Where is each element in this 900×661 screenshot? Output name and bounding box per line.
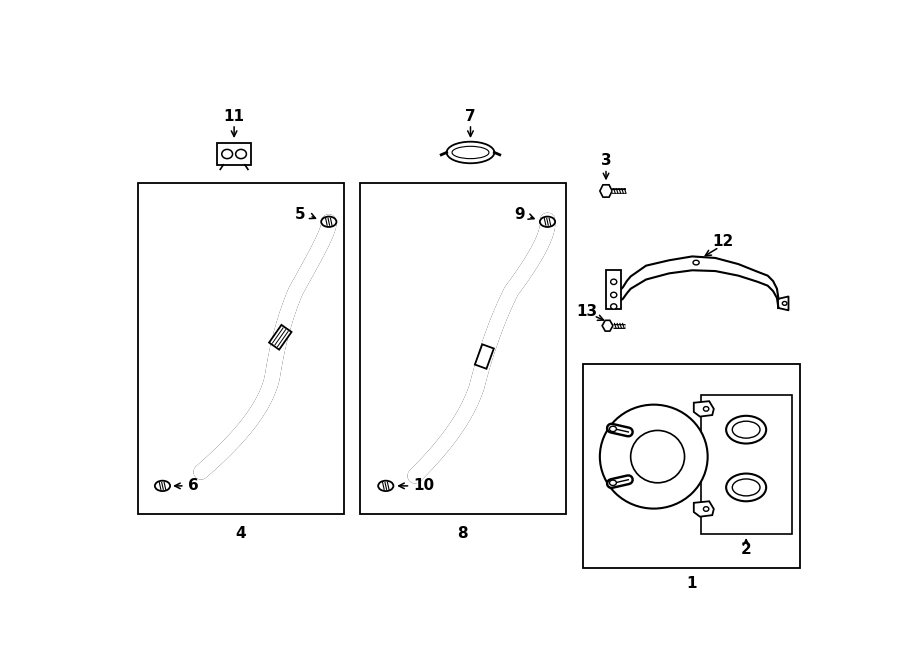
Text: 1: 1 bbox=[686, 576, 697, 591]
Polygon shape bbox=[599, 185, 612, 197]
Text: 12: 12 bbox=[713, 233, 734, 249]
Ellipse shape bbox=[693, 260, 699, 265]
Ellipse shape bbox=[236, 149, 247, 159]
Ellipse shape bbox=[733, 421, 760, 438]
Ellipse shape bbox=[610, 292, 616, 297]
Ellipse shape bbox=[446, 141, 494, 163]
Text: 11: 11 bbox=[223, 109, 245, 124]
Text: 10: 10 bbox=[413, 479, 435, 493]
Ellipse shape bbox=[782, 301, 787, 305]
FancyBboxPatch shape bbox=[269, 325, 292, 350]
Ellipse shape bbox=[704, 507, 709, 512]
Bar bbox=[360, 183, 566, 514]
Text: 7: 7 bbox=[465, 109, 476, 124]
Text: 6: 6 bbox=[188, 479, 199, 493]
Ellipse shape bbox=[221, 149, 232, 159]
Bar bbox=[217, 143, 251, 165]
Text: 8: 8 bbox=[457, 526, 468, 541]
Ellipse shape bbox=[610, 279, 616, 284]
Ellipse shape bbox=[599, 405, 707, 508]
Text: 4: 4 bbox=[236, 526, 247, 541]
Bar bbox=[583, 364, 800, 568]
Bar bbox=[138, 183, 344, 514]
Bar bbox=[606, 270, 621, 309]
Ellipse shape bbox=[631, 430, 685, 483]
Ellipse shape bbox=[609, 480, 617, 485]
Ellipse shape bbox=[610, 304, 616, 309]
Ellipse shape bbox=[321, 217, 337, 227]
Ellipse shape bbox=[704, 407, 709, 411]
Ellipse shape bbox=[726, 473, 766, 501]
Bar bbox=[701, 395, 792, 533]
Polygon shape bbox=[694, 401, 714, 416]
Ellipse shape bbox=[540, 217, 555, 227]
Ellipse shape bbox=[155, 481, 170, 491]
Polygon shape bbox=[694, 501, 714, 517]
Text: 2: 2 bbox=[741, 541, 751, 557]
Text: 13: 13 bbox=[576, 304, 598, 319]
Ellipse shape bbox=[378, 481, 393, 491]
Ellipse shape bbox=[733, 479, 760, 496]
Ellipse shape bbox=[452, 146, 489, 159]
Text: 3: 3 bbox=[600, 153, 611, 168]
FancyBboxPatch shape bbox=[475, 344, 494, 369]
Text: 5: 5 bbox=[295, 207, 306, 221]
Ellipse shape bbox=[726, 416, 766, 444]
Text: 9: 9 bbox=[514, 208, 525, 222]
Ellipse shape bbox=[609, 426, 617, 432]
Polygon shape bbox=[602, 321, 613, 331]
